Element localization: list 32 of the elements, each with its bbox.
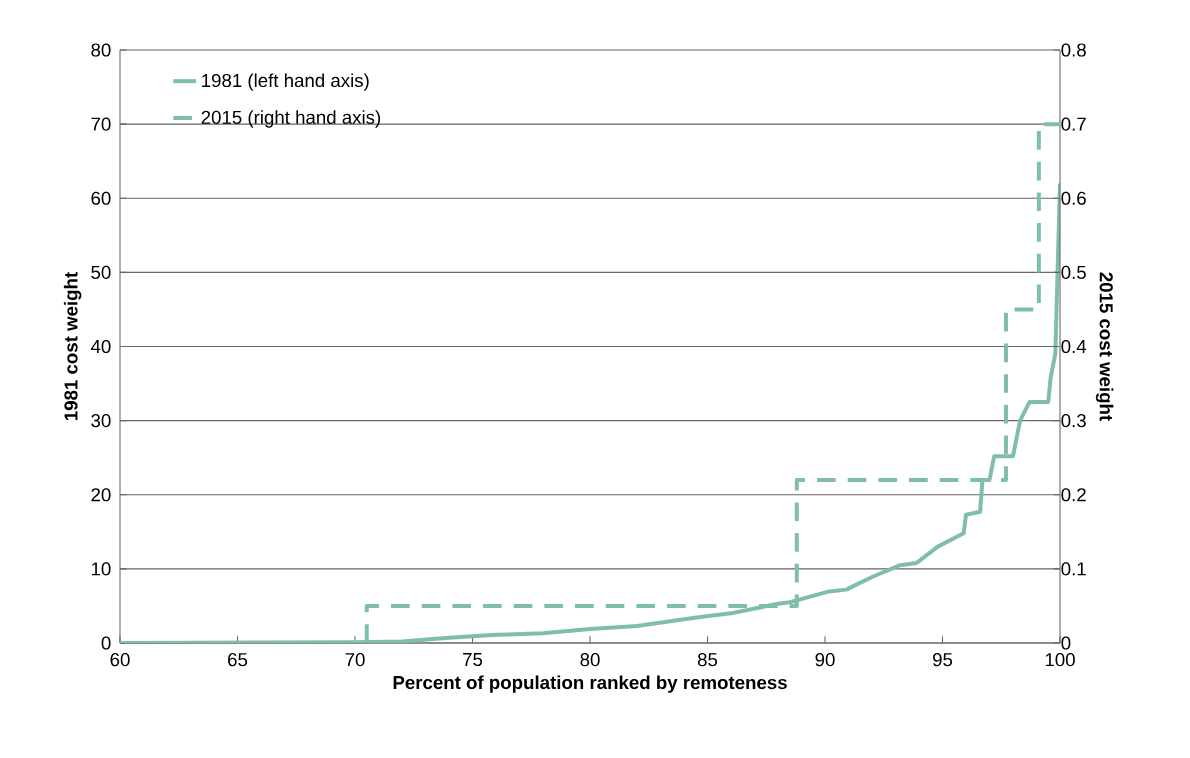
y2-tick-label: 0.7 (1061, 117, 1086, 131)
y-axis-title: 1981 cost weight (63, 272, 82, 421)
x-axis-title: Percent of population ranked by remoteness (393, 675, 787, 693)
y-tick-label: 0 (101, 636, 111, 650)
x-tick-label: 65 (228, 653, 248, 667)
y-tick-label: 80 (91, 43, 111, 57)
y2-tick-label: 0.1 (1061, 562, 1086, 576)
y-tick-label: 70 (91, 117, 111, 131)
x-tick-label: 75 (463, 653, 483, 667)
y2-axis-title: 2015 cost weight (1095, 272, 1114, 421)
legend-label: 2015 (right hand axis) (201, 110, 381, 128)
x-tick-label: 100 (1045, 653, 1075, 667)
x-tick-label: 70 (345, 653, 365, 667)
x-tick-label: 80 (580, 653, 600, 667)
x-tick-label: 95 (933, 653, 953, 667)
y2-tick-label: 0.3 (1061, 414, 1086, 428)
y2-tick-label: 0.5 (1061, 265, 1086, 279)
y-tick-label: 60 (91, 191, 111, 205)
y2-tick-label: 0.4 (1061, 339, 1087, 354)
x-tick-label: 85 (697, 653, 718, 667)
y-tick-label: 10 (91, 562, 111, 576)
y-tick-label: 50 (91, 265, 111, 279)
y2-tick-label: 0.6 (1061, 191, 1086, 205)
legend-label: 1981 (left hand axis) (202, 73, 369, 91)
y2-tick-label: 0.2 (1061, 488, 1086, 502)
y-tick-label: 20 (91, 488, 111, 502)
x-tick-label: 90 (815, 653, 835, 667)
y-tick-label: 30 (91, 414, 111, 428)
y2-tick-label: 0.8 (1061, 43, 1086, 57)
y-tick-label: 40 (90, 339, 111, 354)
y2-tick-label: 0 (1061, 636, 1071, 650)
x-tick-label: 60 (110, 653, 130, 667)
